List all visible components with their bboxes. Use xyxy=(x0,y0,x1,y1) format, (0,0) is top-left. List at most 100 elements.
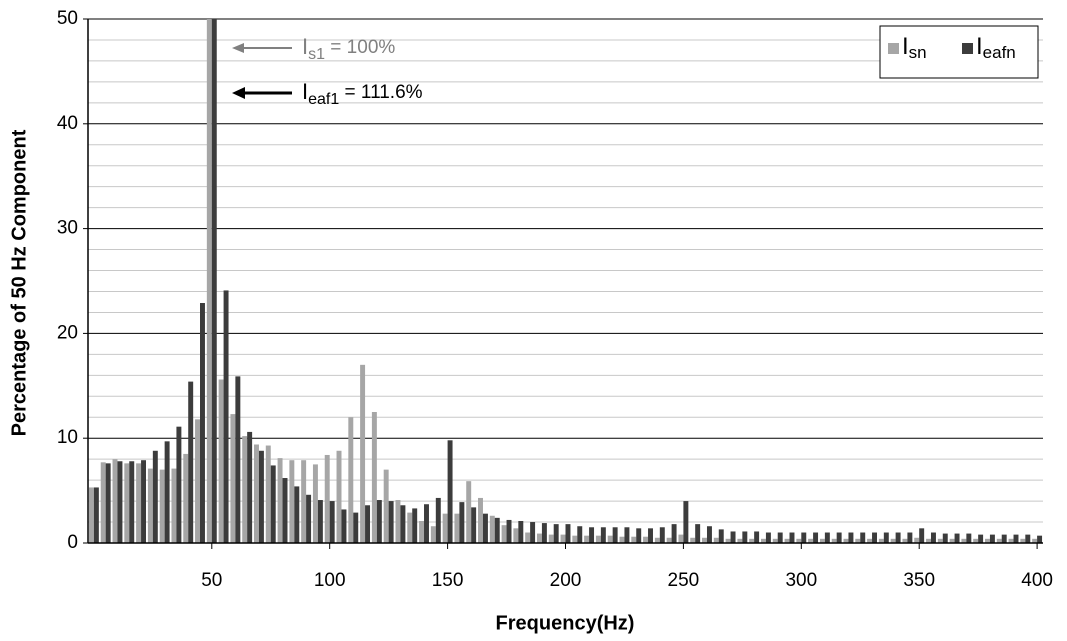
bar xyxy=(553,524,559,543)
bar xyxy=(984,538,990,543)
bar xyxy=(235,376,241,543)
bar xyxy=(813,532,819,543)
bar xyxy=(595,535,601,543)
bar xyxy=(301,460,307,543)
bar xyxy=(589,527,595,543)
bar xyxy=(105,463,111,543)
bar xyxy=(648,528,653,543)
bar xyxy=(100,462,106,543)
bar xyxy=(742,531,748,543)
bar xyxy=(254,444,259,543)
bar xyxy=(365,505,371,543)
bar xyxy=(872,532,877,543)
bar xyxy=(147,468,153,543)
bar xyxy=(442,513,448,543)
bar xyxy=(789,532,795,543)
bar xyxy=(395,500,401,543)
bar xyxy=(383,469,389,543)
bar xyxy=(1032,538,1038,543)
bar xyxy=(937,538,943,543)
y-tick-label: 30 xyxy=(57,218,78,239)
bar xyxy=(124,463,130,543)
bar xyxy=(772,538,778,543)
bar xyxy=(277,458,283,543)
bar xyxy=(513,528,519,543)
bar xyxy=(336,450,342,543)
bar xyxy=(176,426,182,543)
bar xyxy=(419,520,425,543)
bar xyxy=(706,526,712,543)
bar xyxy=(619,536,625,543)
bar xyxy=(737,538,743,543)
bar xyxy=(777,532,783,543)
annotation-base: I xyxy=(302,34,308,59)
bar xyxy=(329,501,335,543)
bar xyxy=(878,538,884,543)
bar xyxy=(1008,538,1014,543)
bar xyxy=(317,500,323,543)
bar xyxy=(282,478,288,543)
bar xyxy=(612,527,618,543)
bar xyxy=(902,538,908,543)
bar xyxy=(631,536,637,543)
bar xyxy=(824,532,830,543)
bar xyxy=(890,538,896,543)
bar xyxy=(749,538,755,543)
bar xyxy=(489,515,495,543)
bar xyxy=(914,537,920,543)
y-axis-title: Percentage of 50 Hz Component xyxy=(8,129,30,436)
bar xyxy=(270,465,276,543)
bar xyxy=(883,532,889,543)
bar xyxy=(447,440,453,543)
bar xyxy=(242,436,248,543)
bar xyxy=(819,538,825,543)
bar xyxy=(996,538,1002,543)
annotation-text: = 111.6% xyxy=(339,82,422,103)
bar xyxy=(978,534,984,543)
bar xyxy=(376,500,382,543)
bar xyxy=(164,441,170,543)
bar xyxy=(949,538,955,543)
bar xyxy=(223,290,229,543)
legend-label: Ieafn xyxy=(976,33,1016,62)
bar xyxy=(353,512,359,543)
bar xyxy=(577,526,583,543)
annotation-sub: s1 xyxy=(308,46,325,63)
bar xyxy=(341,509,347,543)
legend-box xyxy=(879,25,1039,79)
y-tick-label: 20 xyxy=(57,322,78,343)
bar xyxy=(183,453,189,543)
bar xyxy=(989,534,995,543)
bar xyxy=(247,431,253,543)
bar xyxy=(93,487,99,543)
bar xyxy=(966,533,972,543)
bar xyxy=(659,527,665,543)
legend-swatch xyxy=(962,43,973,54)
bar xyxy=(654,537,660,543)
bar xyxy=(860,532,866,543)
bar xyxy=(211,19,217,543)
bar xyxy=(265,445,271,543)
bar xyxy=(1037,535,1043,543)
bar xyxy=(690,537,696,543)
bar xyxy=(388,501,394,543)
bar xyxy=(843,538,849,543)
bar xyxy=(765,532,771,543)
bar xyxy=(671,524,677,543)
bar xyxy=(973,538,979,543)
bar xyxy=(136,463,142,543)
bar xyxy=(435,497,441,543)
x-tick-label: 100 xyxy=(314,570,346,591)
arrow-head xyxy=(232,87,245,99)
bar xyxy=(536,533,542,543)
bar xyxy=(506,519,512,543)
bar xyxy=(1013,534,1019,543)
bar xyxy=(930,532,936,543)
y-tick-label: 50 xyxy=(57,8,78,29)
legend-swatch xyxy=(888,43,899,54)
bar xyxy=(518,520,524,543)
bar xyxy=(129,461,135,543)
bar xyxy=(607,535,613,543)
y-tick-label: 40 xyxy=(57,113,78,134)
